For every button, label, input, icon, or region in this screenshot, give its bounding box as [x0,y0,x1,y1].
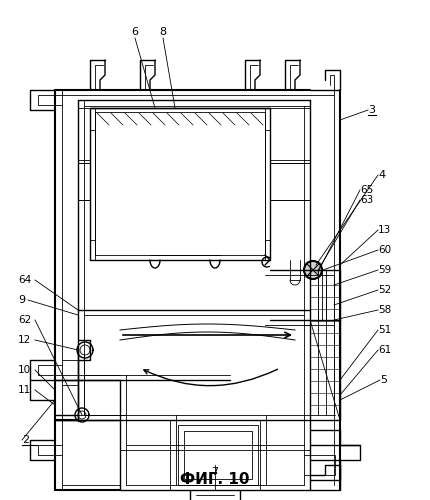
Text: 61: 61 [378,345,391,355]
Bar [184,431,252,479]
Text: 9: 9 [18,295,25,305]
Text: ФИГ. 10: ФИГ. 10 [180,472,250,488]
Text: 51: 51 [378,325,391,335]
Text: 65: 65 [360,185,373,195]
Text: 60: 60 [378,245,391,255]
Text: 64: 64 [18,275,31,285]
Text: 3: 3 [368,105,375,115]
Text: 2: 2 [22,435,29,445]
Circle shape [304,261,322,279]
Bar [270,108,310,163]
Bar [178,425,258,485]
Text: 12: 12 [18,335,31,345]
Text: 63: 63 [360,195,373,205]
Text: 58: 58 [378,305,391,315]
Text: 5: 5 [380,375,387,385]
Text: 13: 13 [378,225,391,235]
Text: 7: 7 [212,467,218,477]
Text: 62: 62 [18,315,31,325]
Text: 52: 52 [378,285,391,295]
Bar [78,108,90,163]
Text: 8: 8 [160,27,166,37]
Text: 4: 4 [378,170,385,180]
Text: 6: 6 [132,27,138,37]
Text: 11: 11 [18,385,31,395]
Bar [78,163,90,200]
Text: 59: 59 [378,265,391,275]
Bar [270,163,310,200]
Text: 10: 10 [18,365,31,375]
